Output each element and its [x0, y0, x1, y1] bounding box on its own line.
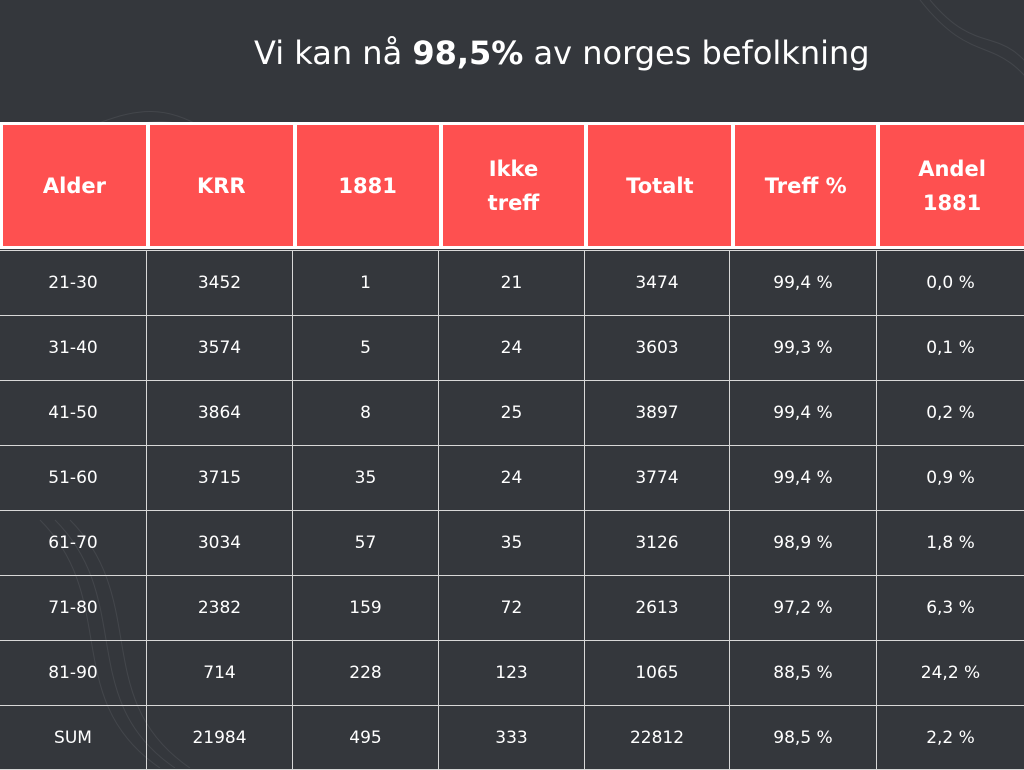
cell-totalt: 22812 — [585, 706, 730, 769]
cell-totalt: 3774 — [585, 446, 730, 510]
cell-krr: 3452 — [147, 251, 293, 315]
cell-andel-1881: 24,2 % — [920, 663, 981, 683]
cell-ikke-treff: 25 — [439, 381, 585, 445]
cell-treff-pct: 99,4 % — [730, 446, 877, 510]
cell-krr: 3574 — [147, 316, 293, 380]
cell-alder: 51-60 — [0, 446, 147, 510]
cell-ikke-treff: 123 — [439, 641, 585, 705]
header-totalt: Totalt — [588, 125, 732, 246]
cell-totalt: 3126 — [585, 511, 730, 575]
header-ikke-treff: Ikke treff — [442, 125, 585, 246]
table-body: 21-30 3452 1 21 3474 99,4 % 0,0 % 31-40 … — [0, 250, 1024, 770]
cell-alder: 61-70 — [0, 511, 147, 575]
cell-alder: 41-50 — [0, 381, 147, 445]
cell-treff-pct: 99,3 % — [730, 316, 877, 380]
cell-1881: 35 — [293, 446, 439, 510]
title-area: Vi kan nå 98,5% av norges befolkning — [0, 0, 1024, 110]
cell-1881: 57 — [293, 511, 439, 575]
header-ikke-treff-label: Ikke treff — [487, 156, 540, 215]
table-row: 51-60 3715 35 24 3774 99,4 % 0,9 % — [0, 445, 1024, 510]
cell-andel-1881: 0,2 % — [926, 403, 975, 423]
cell-andel-1881: 2,2 % — [926, 727, 975, 748]
cell-totalt: 3474 — [585, 251, 730, 315]
cell-andel-1881: 0,1 % — [926, 338, 975, 358]
cell-ikke-treff: 333 — [439, 706, 585, 769]
cell-alder: 71-80 — [0, 576, 147, 640]
cell-treff-pct: 99,4 % — [730, 381, 877, 445]
cell-treff-pct: 99,4 % — [730, 251, 877, 315]
table-row: 21-30 3452 1 21 3474 99,4 % 0,0 % — [0, 250, 1024, 315]
cell-ikke-treff: 24 — [439, 446, 585, 510]
cell-krr: 2382 — [147, 576, 293, 640]
cell-1881: 228 — [293, 641, 439, 705]
cell-alder: 31-40 — [0, 316, 147, 380]
data-table: Alder KRR 1881 Ikke treff Totalt Treff %… — [0, 122, 1024, 249]
table-row: 81-90 714 228 123 1065 88,5 % 24,2 % — [0, 640, 1024, 705]
cell-1881: 495 — [293, 706, 439, 769]
table-row: 61-70 3034 57 35 3126 98,9 % 1,8 % — [0, 510, 1024, 575]
cell-1881: 8 — [293, 381, 439, 445]
cell-krr: 21984 — [147, 706, 293, 769]
header-krr: KRR — [149, 125, 293, 246]
cell-totalt: 1065 — [585, 641, 730, 705]
cell-andel-1881: 6,3 % — [926, 598, 975, 618]
page-title: Vi kan nå 98,5% av norges befolkning — [254, 34, 870, 72]
cell-andel-1881: 1,8 % — [926, 533, 975, 553]
cell-andel-1881: 0,9 % — [926, 468, 975, 488]
header-alder: Alder — [3, 125, 146, 246]
cell-krr: 3864 — [147, 381, 293, 445]
cell-ikke-treff: 35 — [439, 511, 585, 575]
cell-treff-pct: 98,5 % — [730, 706, 877, 769]
title-highlight: 98,5% — [412, 34, 524, 72]
cell-ikke-treff: 24 — [439, 316, 585, 380]
title-suffix: av norges befolkning — [523, 34, 870, 72]
cell-1881: 1 — [293, 251, 439, 315]
cell-krr: 714 — [147, 641, 293, 705]
header-andel-1881-label: Andel 1881 — [918, 156, 986, 215]
cell-treff-pct: 88,5 % — [730, 641, 877, 705]
cell-treff-pct: 97,2 % — [730, 576, 877, 640]
table-row: 41-50 3864 8 25 3897 99,4 % 0,2 % — [0, 380, 1024, 445]
cell-1881: 5 — [293, 316, 439, 380]
cell-krr: 3715 — [147, 446, 293, 510]
cell-krr: 3034 — [147, 511, 293, 575]
cell-ikke-treff: 72 — [439, 576, 585, 640]
header-1881: 1881 — [296, 125, 439, 246]
cell-andel-1881: 0,0 % — [926, 273, 975, 293]
table-row: 71-80 2382 159 72 2613 97,2 % 6,3 % — [0, 575, 1024, 640]
table-row-sum: SUM 21984 495 333 22812 98,5 % 2,2 % — [0, 705, 1024, 770]
cell-1881: 159 — [293, 576, 439, 640]
title-prefix: Vi kan nå — [254, 34, 413, 72]
cell-alder: 81-90 — [0, 641, 147, 705]
cell-alder: 21-30 — [0, 251, 147, 315]
cell-alder: SUM — [0, 706, 147, 769]
table-row: 31-40 3574 5 24 3603 99,3 % 0,1 % — [0, 315, 1024, 380]
table-header-row: Alder KRR 1881 Ikke treff Totalt Treff %… — [0, 122, 1024, 249]
cell-totalt: 3603 — [585, 316, 730, 380]
cell-totalt: 3897 — [585, 381, 730, 445]
cell-treff-pct: 98,9 % — [730, 511, 877, 575]
header-andel-1881: Andel 1881 — [880, 125, 1024, 246]
header-treff-pct: Treff % — [735, 125, 877, 246]
cell-ikke-treff: 21 — [439, 251, 585, 315]
cell-totalt: 2613 — [585, 576, 730, 640]
